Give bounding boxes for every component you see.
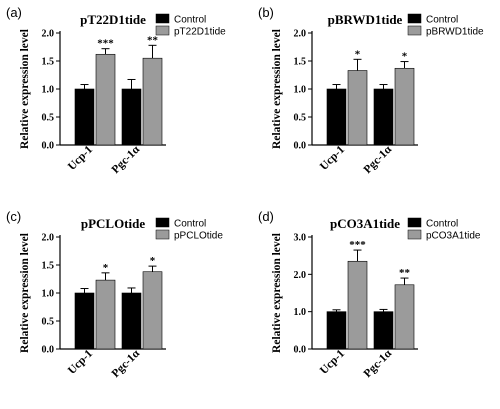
bar-control-pgc1a <box>373 88 394 146</box>
legend-entry: pBRWD1tide <box>426 27 484 38</box>
y-tick-label: 0.0 <box>42 345 55 356</box>
x-category-label: Ucp-1 <box>66 143 95 172</box>
y-tick-label: 2.0 <box>294 29 307 40</box>
panel-label: (a) <box>6 5 22 20</box>
chart-title: pBRWD1tide <box>328 12 403 27</box>
bar-treatment-pgc1a <box>142 57 163 146</box>
bar-treatment-ucp1 <box>95 279 116 350</box>
y-tick-label: 2.0 <box>42 233 55 244</box>
significance-marker: ** <box>399 267 411 279</box>
significance-marker: *** <box>349 239 366 251</box>
x-category-label: Pgc-1α <box>362 347 395 380</box>
legend-swatch <box>155 13 170 24</box>
legend-swatch <box>407 217 422 228</box>
bar-treatment-ucp1 <box>347 260 368 350</box>
legend-entry: Control <box>174 15 206 26</box>
legend-entry: Control <box>426 15 458 26</box>
legend-swatch <box>155 229 170 240</box>
y-tick-label: 0.0 <box>294 345 307 356</box>
bar-treatment-pgc1a <box>142 271 163 350</box>
significance-marker: * <box>150 255 156 267</box>
bar-treatment-ucp1 <box>347 70 368 146</box>
bar-treatment-pgc1a <box>394 284 415 350</box>
chart-panel-1: (a) pT22D1tide Relative expression level 0.… <box>6 5 226 176</box>
bar-control-pgc1a <box>121 292 142 350</box>
y-tick-label: 1.0 <box>294 307 307 318</box>
y-tick-label: 1.0 <box>294 85 307 96</box>
chart-title: pT22D1tide <box>80 12 146 27</box>
significance-marker: ** <box>147 34 159 46</box>
legend-entry: pCO3A1tide <box>426 231 481 242</box>
chart-panel-3: (c) pPCLOtide Relative expression level 0.0… <box>6 209 223 380</box>
significance-marker: * <box>103 262 109 274</box>
legend-swatch <box>407 229 422 240</box>
legend-swatch <box>407 25 422 36</box>
bar-control-ucp1 <box>74 88 95 146</box>
significance-marker: *** <box>97 38 114 50</box>
chart-title: pCO3A1tide <box>330 216 400 231</box>
panel-label: (d) <box>258 209 274 224</box>
y-tick-label: 0.5 <box>42 317 55 328</box>
y-tick-label: 1.0 <box>42 289 55 300</box>
significance-marker: * <box>355 48 361 60</box>
legend-swatch <box>155 217 170 228</box>
bar-control-ucp1 <box>326 311 347 350</box>
bar-control-ucp1 <box>74 292 95 350</box>
y-tick-label: 0.0 <box>42 141 55 152</box>
legend-swatch <box>407 13 422 24</box>
legend-entry: Control <box>426 219 458 230</box>
significance-marker: * <box>402 51 408 63</box>
y-tick-label: 1.0 <box>42 85 55 96</box>
y-tick-label: 2.0 <box>42 29 55 40</box>
y-axis-label: Relative expression level <box>271 233 283 353</box>
legend-entry: pPCLOtide <box>174 231 223 242</box>
y-tick-label: 1.5 <box>294 57 307 68</box>
y-axis-label: Relative expression level <box>19 233 31 353</box>
y-tick-label: 0.0 <box>294 141 307 152</box>
y-axis-label: Relative expression level <box>271 29 283 149</box>
legend-entry: pT22D1tide <box>174 27 226 38</box>
bar-control-pgc1a <box>121 88 142 146</box>
bar-control-pgc1a <box>373 311 394 350</box>
legend-entry: Control <box>174 219 206 230</box>
bar-control-ucp1 <box>326 88 347 146</box>
bar-treatment-pgc1a <box>394 67 415 146</box>
chart-panel-2: (b) pBRWD1tide Relative expression level 0.… <box>258 5 484 176</box>
y-tick-label: 1.5 <box>42 261 55 272</box>
panel-label: (c) <box>6 209 21 224</box>
bar-treatment-ucp1 <box>95 53 116 146</box>
panel-label: (b) <box>258 5 274 20</box>
y-tick-label: 0.5 <box>294 113 307 124</box>
x-category-label: Pgc-1α <box>110 143 143 176</box>
x-category-label: Ucp-1 <box>318 143 347 172</box>
chart-title: pPCLOtide <box>81 216 146 231</box>
y-tick-label: 3.0 <box>294 233 307 244</box>
y-tick-label: 2.0 <box>294 270 307 281</box>
y-tick-label: 1.5 <box>42 57 55 68</box>
x-category-label: Ucp-1 <box>66 347 95 376</box>
x-category-label: Pgc-1α <box>110 347 143 380</box>
legend-swatch <box>155 25 170 36</box>
y-axis-label: Relative expression level <box>19 29 31 149</box>
x-category-label: Ucp-1 <box>318 347 347 376</box>
y-tick-label: 0.5 <box>42 113 55 124</box>
chart-panel-4: (d) pCO3A1tide Relative expression level 0.… <box>258 209 481 380</box>
x-category-label: Pgc-1α <box>362 143 395 176</box>
